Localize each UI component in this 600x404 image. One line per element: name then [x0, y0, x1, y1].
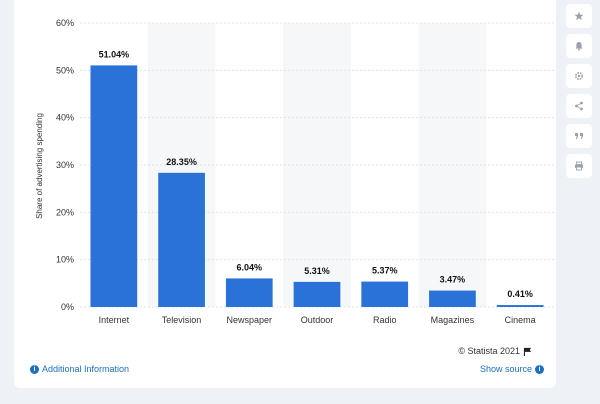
chart-card: 0% 10% 20% 30% 40% 50% 60% 51.04% Internet 28.35… — [14, 0, 556, 388]
x-tick-label-newspaper: Newspaper — [227, 315, 273, 325]
side-toolbar — [566, 4, 594, 178]
statista-credit: © Statista 2021 — [458, 346, 532, 356]
print-icon — [575, 161, 583, 171]
bar-radio[interactable] — [361, 281, 409, 307]
y-tick-label: 50% — [56, 65, 74, 75]
y-tick-label: 60% — [56, 18, 74, 28]
settings-button[interactable] — [566, 64, 592, 88]
gear-icon — [574, 71, 584, 81]
y-axis-label: Share of advertising spending — [35, 113, 44, 219]
bar-television[interactable] — [158, 172, 205, 307]
source-info-icon: i — [535, 364, 544, 374]
bar-magazines[interactable] — [429, 290, 476, 307]
data-label-outdoor: 5.31% — [304, 266, 330, 276]
bar-internet[interactable] — [90, 65, 138, 307]
notification-button[interactable] — [566, 34, 592, 58]
additional-information-label: Additional Information — [42, 364, 130, 374]
y-tick-label: 20% — [56, 207, 74, 217]
credit-text: © Statista 2021 — [458, 346, 520, 356]
y-tick-label: 10% — [56, 255, 74, 265]
x-tick-label-cinema: Cinema — [505, 315, 536, 325]
bar-cinema[interactable] — [496, 305, 544, 307]
data-label-cinema: 0.41% — [507, 289, 533, 299]
x-tick-label-internet: Internet — [99, 315, 130, 325]
bar-chart: 0% 10% 20% 30% 40% 50% 60% 51.04% Internet 28.35… — [35, 18, 554, 325]
data-label-radio: 5.37% — [372, 266, 398, 276]
y-tick-label: 30% — [56, 160, 74, 170]
star-icon — [574, 11, 584, 21]
bell-icon — [575, 42, 583, 51]
y-tick-label: 40% — [56, 113, 74, 123]
show-source-link[interactable]: Show source i — [480, 364, 544, 374]
bar-newspaper[interactable] — [225, 278, 273, 307]
quote-icon — [575, 133, 583, 139]
data-label-internet: 51.04% — [99, 49, 130, 59]
data-label-television: 28.35% — [166, 157, 197, 167]
data-label-newspaper: 6.04% — [237, 262, 263, 272]
share-icon — [575, 101, 583, 111]
print-button[interactable] — [566, 154, 592, 178]
additional-information-link[interactable]: i Additional Information — [30, 364, 129, 374]
x-tick-label-outdoor: Outdoor — [301, 315, 334, 325]
show-source-label: Show source — [479, 364, 532, 374]
x-tick-label-radio: Radio — [373, 315, 397, 325]
cite-button[interactable] — [566, 124, 592, 148]
data-label-magazines: 3.47% — [440, 275, 466, 285]
y-tick-label: 0% — [61, 302, 74, 312]
info-icon: i — [30, 364, 39, 374]
x-tick-label-magazines: Magazines — [431, 315, 475, 325]
bar-outdoor[interactable] — [293, 281, 341, 307]
x-tick-label-television: Television — [162, 315, 202, 325]
favorite-button[interactable] — [566, 4, 592, 28]
flag-icon[interactable] — [523, 347, 532, 356]
share-button[interactable] — [566, 94, 592, 118]
